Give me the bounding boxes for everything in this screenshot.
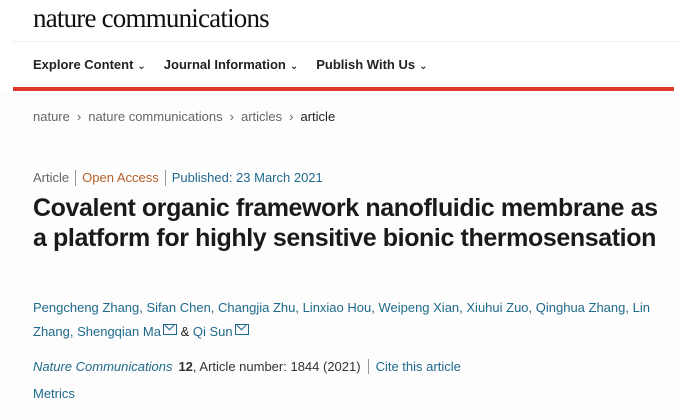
cite-this-article-link[interactable]: Cite this article: [367, 359, 461, 374]
volume: 12: [178, 359, 193, 374]
chevron-down-icon: ⌄: [289, 61, 299, 72]
breadcrumb-nature[interactable]: nature: [33, 109, 70, 124]
article-meta: Article Open Access Published: 23 March …: [33, 170, 329, 186]
breadcrumb: nature › nature communications › articles › ar…: [33, 109, 335, 124]
author-list: Pengcheng Zhang, Sifan Chen, Changjia Zh…: [33, 296, 663, 344]
published-date: Published: 23 March 2021: [164, 170, 329, 186]
nav-label: Journal Information: [163, 57, 286, 72]
chevron-right-icon: ›: [229, 109, 234, 124]
article-title: Covalent organic framework nanofluidic m…: [33, 194, 658, 252]
nav-label: Publish With Us: [316, 57, 416, 72]
journal-logo[interactable]: nature communications: [33, 3, 270, 33]
ampersand: &: [180, 324, 190, 339]
citation-line: Nature Communications 12, Article number:…: [33, 359, 461, 374]
author-shengqian-ma[interactable]: Shengqian Ma: [77, 324, 161, 339]
chevron-down-icon: ⌄: [137, 61, 146, 72]
open-access-badge: Open Access: [75, 170, 165, 186]
chevron-right-icon: ›: [289, 109, 294, 124]
nav-publish-with-us[interactable]: Publish With Us ⌄: [316, 57, 427, 72]
breadcrumb-articles[interactable]: articles: [240, 109, 283, 124]
article-number: , Article number: 1844 (2021): [192, 359, 361, 374]
breadcrumb-current: article: [300, 109, 336, 124]
nav-journal-information[interactable]: Journal Information ⌄: [164, 57, 298, 72]
email-icon[interactable]: [234, 324, 249, 335]
content-area: [0, 91, 681, 420]
author-qi-sun[interactable]: Qi Sun: [192, 324, 233, 339]
nav-explore-content[interactable]: Explore Content ⌄: [33, 57, 146, 72]
authors[interactable]: Pengcheng Zhang, Sifan Chen, Changjia Zh…: [33, 300, 650, 339]
metrics-link[interactable]: Metrics: [33, 386, 75, 401]
main-nav: Explore Content ⌄ Journal Information ⌄ Pu…: [33, 57, 427, 72]
article-type: Article: [33, 170, 70, 185]
email-icon[interactable]: [162, 324, 177, 335]
chevron-down-icon: ⌄: [419, 61, 428, 72]
breadcrumb-nature-communications[interactable]: nature communications: [88, 109, 223, 124]
chevron-right-icon: ›: [76, 109, 82, 124]
nav-label: Explore Content: [33, 57, 134, 72]
accent-bar: [13, 87, 674, 91]
divider: [13, 41, 681, 42]
journal-name: Nature Communications: [33, 359, 173, 374]
